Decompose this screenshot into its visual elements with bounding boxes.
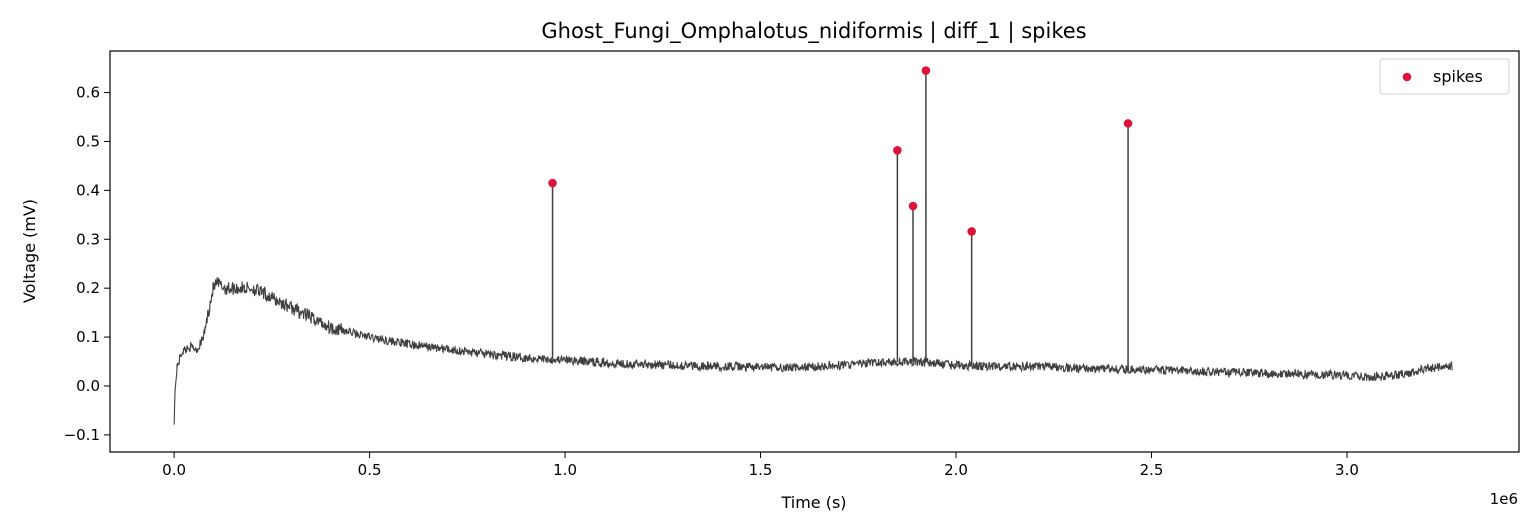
x-tick-label: 1.0	[553, 461, 577, 479]
plot-frame	[109, 50, 1520, 453]
spike-point	[1123, 119, 1133, 128]
y-tick-label: 0.1	[76, 328, 100, 346]
x-tick-label: 0.0	[162, 461, 186, 479]
signal-trace	[173, 277, 1453, 425]
x-axis-label: Time (s)	[780, 493, 846, 512]
x-tick-label: 2.0	[944, 461, 968, 479]
legend: spikes	[1379, 58, 1510, 95]
legend-box	[1379, 58, 1510, 95]
spike-point	[908, 201, 918, 211]
y-axis-label: Voltage (mV)	[20, 199, 39, 303]
y-tick-label: 0.3	[76, 230, 100, 248]
y-tick-label: 0.2	[76, 279, 100, 297]
chart-title: Ghost_Fungi_Omphalotus_nidiformis | diff…	[541, 19, 1086, 44]
x-tick-label: 3.0	[1335, 461, 1359, 479]
y-tick-label: 0.4	[76, 181, 100, 199]
x-tick-label: 0.5	[358, 461, 382, 479]
spike-point	[893, 145, 902, 155]
y-tick-label: 0.6	[76, 84, 100, 102]
x-tick-label: 1.5	[749, 461, 773, 479]
y-tick-label: 0.0	[76, 377, 100, 395]
y-tick-label: −0.1	[64, 426, 100, 444]
plot-area	[173, 66, 1453, 425]
y-tick-label: 0.5	[76, 132, 100, 150]
axes: 0.0 0.5 1.0 1.5 2.0 2.5 3.0 −0.1 0.0 0.1 0.2 0.3 0.4…	[64, 50, 1520, 479]
legend-marker-spikes	[1402, 72, 1412, 82]
spike-point	[921, 66, 931, 75]
x-axis-offset-label: 1e6	[1490, 490, 1518, 508]
legend-label-spikes: spikes	[1433, 67, 1483, 86]
spike-point	[967, 227, 976, 236]
x-tick-label: 2.5	[1140, 461, 1164, 479]
spike-point	[548, 178, 557, 188]
